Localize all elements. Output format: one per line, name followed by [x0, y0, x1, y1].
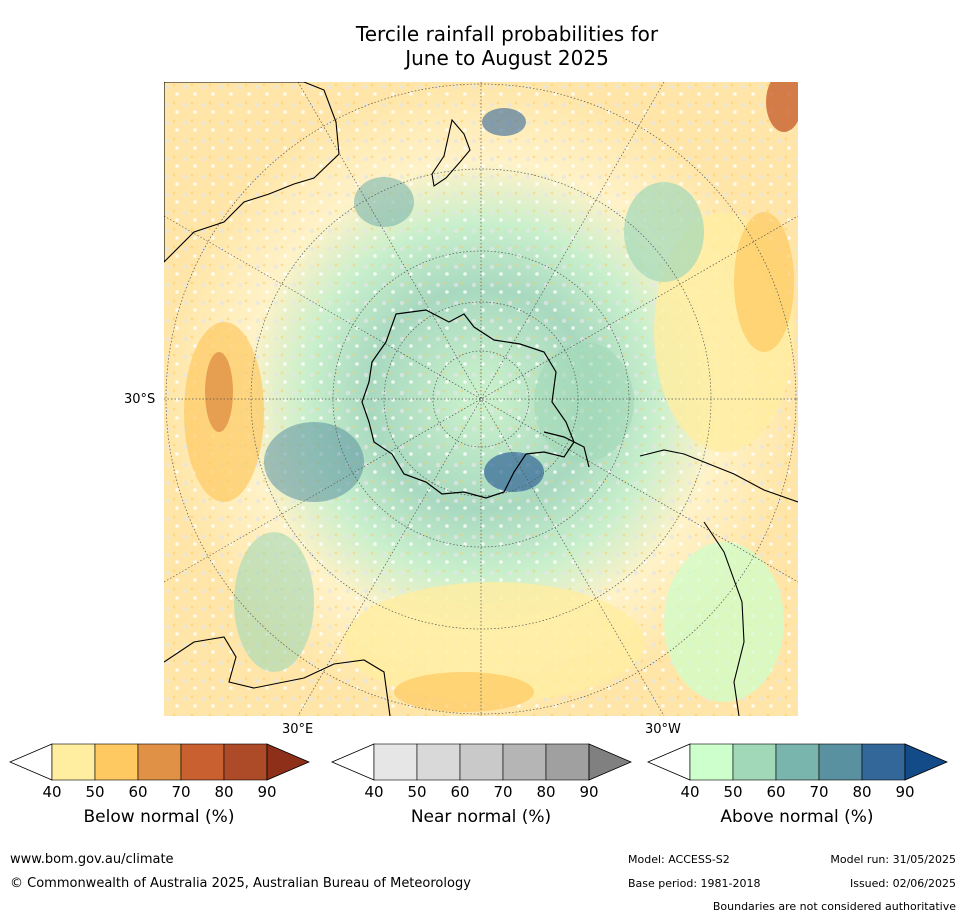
title-line-2: June to August 2025: [405, 46, 609, 70]
colorbar-tick-label: 50: [407, 783, 427, 801]
colorbar-tick-label: 80: [214, 783, 234, 801]
colorbar-segment: [223, 743, 268, 781]
footer-copyright: © Commonwealth of Australia 2025, Austra…: [10, 876, 471, 891]
colorbar-segment: [732, 743, 777, 781]
colorbar-segment: [775, 743, 820, 781]
footer-disclaimer: Boundaries are not considered authoritat…: [712, 900, 956, 913]
graticule: [163, 81, 799, 717]
footer-model-run: Model run: 31/05/2025: [830, 853, 956, 866]
lon-label-30e: 30°E: [282, 722, 314, 737]
footer-issued: Issued: 02/06/2025: [849, 877, 956, 890]
lon-label-30w: 30°W: [645, 722, 681, 737]
near-normal-colorbar: 40 50 60 70 80 90 Near normal (%): [330, 743, 632, 853]
colorbar-segment: [459, 743, 504, 781]
footer-url: www.bom.gov.au/climate: [10, 852, 174, 867]
colorbar-segment: [373, 743, 418, 781]
colorbar-label: Near normal (%): [410, 807, 552, 827]
colorbar-tick-label: 70: [809, 783, 829, 801]
colorbar-under-arrow: [330, 743, 375, 781]
map-svg: [163, 72, 802, 717]
colorbar-segment: [689, 743, 734, 781]
footer-model: Model: ACCESS-S2: [628, 853, 730, 866]
colorbar-tick-label: 90: [895, 783, 915, 801]
colorbar-segment: [818, 743, 863, 781]
colorbar-over-arrow: [904, 743, 948, 781]
lat-label-30s: 30°S: [124, 392, 156, 407]
new-zealand-coastline: [431, 118, 471, 187]
colorbar-tick-label: 40: [364, 783, 384, 801]
colorbar-tick-label: 90: [257, 783, 277, 801]
below-normal-colorbar: 40 50 60 70 80 90 Below normal (%): [8, 743, 310, 853]
colorbar-label: Above normal (%): [720, 807, 874, 827]
colorbar-over-arrow: [266, 743, 310, 781]
colorbar-tick-label: 50: [723, 783, 743, 801]
colorbar-svg: [8, 743, 310, 781]
colorbar-tick-label: 60: [766, 783, 786, 801]
colorbar-tick-label: 80: [536, 783, 556, 801]
colorbar-tick-label: 80: [852, 783, 872, 801]
africa-coastline: [163, 636, 391, 717]
colorbar-over-arrow: [588, 743, 632, 781]
above-normal-colorbar: 40 50 60 70 80 90 Above normal (%): [646, 743, 948, 853]
colorbar-segment: [51, 743, 96, 781]
colorbar-under-arrow: [8, 743, 53, 781]
colorbar-svg: [330, 743, 632, 781]
colorbar-label: Below normal (%): [83, 807, 235, 827]
colorbar-segment: [416, 743, 461, 781]
colorbar-tick-label: 70: [171, 783, 191, 801]
colorbar-segment: [137, 743, 182, 781]
australia-coastline: [163, 81, 340, 264]
colorbar-under-arrow: [646, 743, 691, 781]
colorbar-segment: [861, 743, 906, 781]
colorbar-segment: [502, 743, 547, 781]
colorbar-tick-label: 60: [128, 783, 148, 801]
polar-rainfall-map: [163, 72, 802, 717]
colorbar-tick-label: 50: [85, 783, 105, 801]
antarctica-coastline: [361, 309, 575, 499]
footer-base-period: Base period: 1981-2018: [628, 877, 761, 890]
colorbar-tick-label: 90: [579, 783, 599, 801]
colorbar-tick-label: 40: [680, 783, 700, 801]
title-line-1: Tercile rainfall probabilities for: [355, 22, 659, 46]
colorbar-tick-label: 70: [493, 783, 513, 801]
chart-title: Tercile rainfall probabilities for June …: [0, 22, 965, 70]
colorbar-tick-label: 60: [450, 783, 470, 801]
colorbar-ticks: 40 50 60 70 80 90: [330, 783, 632, 803]
colorbar-svg: [646, 743, 948, 781]
antarctic-peninsula: [543, 431, 590, 468]
colorbar-tick-label: 40: [42, 783, 62, 801]
colorbar-segment: [180, 743, 225, 781]
colorbar-segment: [545, 743, 590, 781]
colorbar-segment: [94, 743, 139, 781]
south-america-coastline: [639, 449, 799, 717]
colorbar-ticks: 40 50 60 70 80 90: [8, 783, 310, 803]
colorbar-ticks: 40 50 60 70 80 90: [646, 783, 948, 803]
